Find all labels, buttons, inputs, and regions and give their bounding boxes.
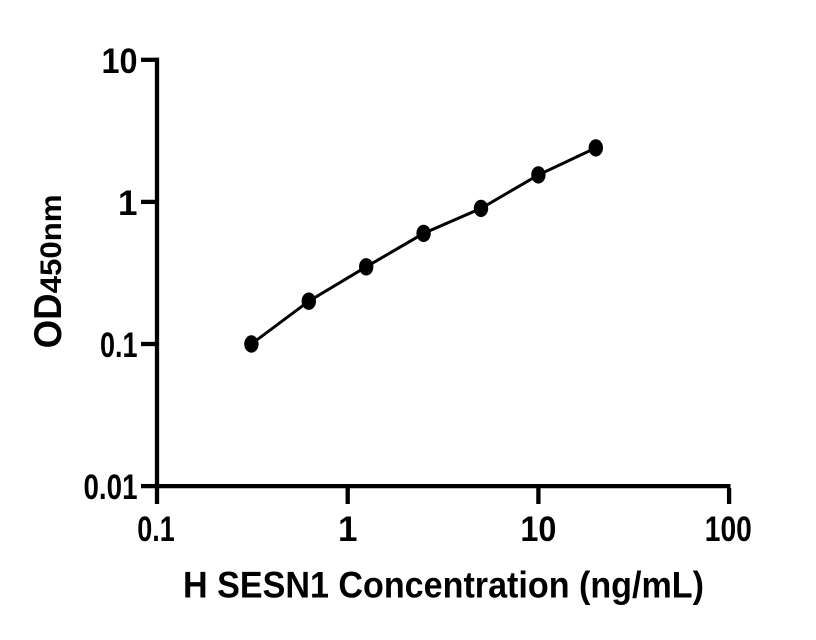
svg-text:H SESN1 Concentration (ng/mL): H SESN1 Concentration (ng/mL): [183, 564, 704, 605]
svg-text:100: 100: [705, 510, 752, 549]
svg-text:OD450nm: OD450nm: [27, 194, 70, 348]
svg-text:1: 1: [118, 184, 137, 223]
svg-text:10: 10: [102, 42, 138, 81]
svg-text:10: 10: [520, 510, 556, 549]
svg-text:0.1: 0.1: [100, 326, 138, 365]
svg-text:0.1: 0.1: [137, 510, 175, 549]
svg-text:1: 1: [338, 510, 357, 549]
svg-text:0.01: 0.01: [84, 468, 138, 507]
